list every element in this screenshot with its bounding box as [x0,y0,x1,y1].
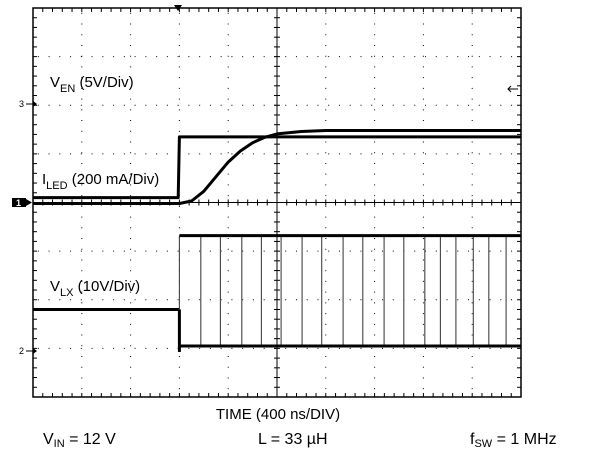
ven-label: VEN (5V/Div) [50,74,134,95]
channel-marker-1: 1 [12,198,32,208]
vin-condition: VIN = 12 V [43,431,116,450]
trace-v-en [33,135,521,200]
channel-marker-3: 3 [19,99,37,109]
graticule [32,7,522,398]
channel-marker-2: 2 [19,346,37,356]
iled-label: ILED (200 mA/Div) [42,171,159,192]
fsw-condition: fSW = 1 MHz [470,431,557,450]
vlx-label: VLX (10V/Div) [50,278,140,299]
svg-text:2: 2 [19,346,24,356]
inductor-condition: L = 33 µH [258,431,328,448]
trigger-position-marker [174,5,182,11]
svg-text:3: 3 [19,99,24,109]
trace-v-lx-switching [178,235,507,346]
trigger-level-marker [507,85,518,93]
trace-layer [33,129,521,352]
x-axis-label: TIME (400 ns/DIV) [216,406,340,423]
oscilloscope-chart: 3 1 2 VEN (5V/Div) ILED (200 mA/Div) VLX… [12,5,522,423]
svg-text:1: 1 [16,198,21,208]
trace-i-led [33,129,521,205]
